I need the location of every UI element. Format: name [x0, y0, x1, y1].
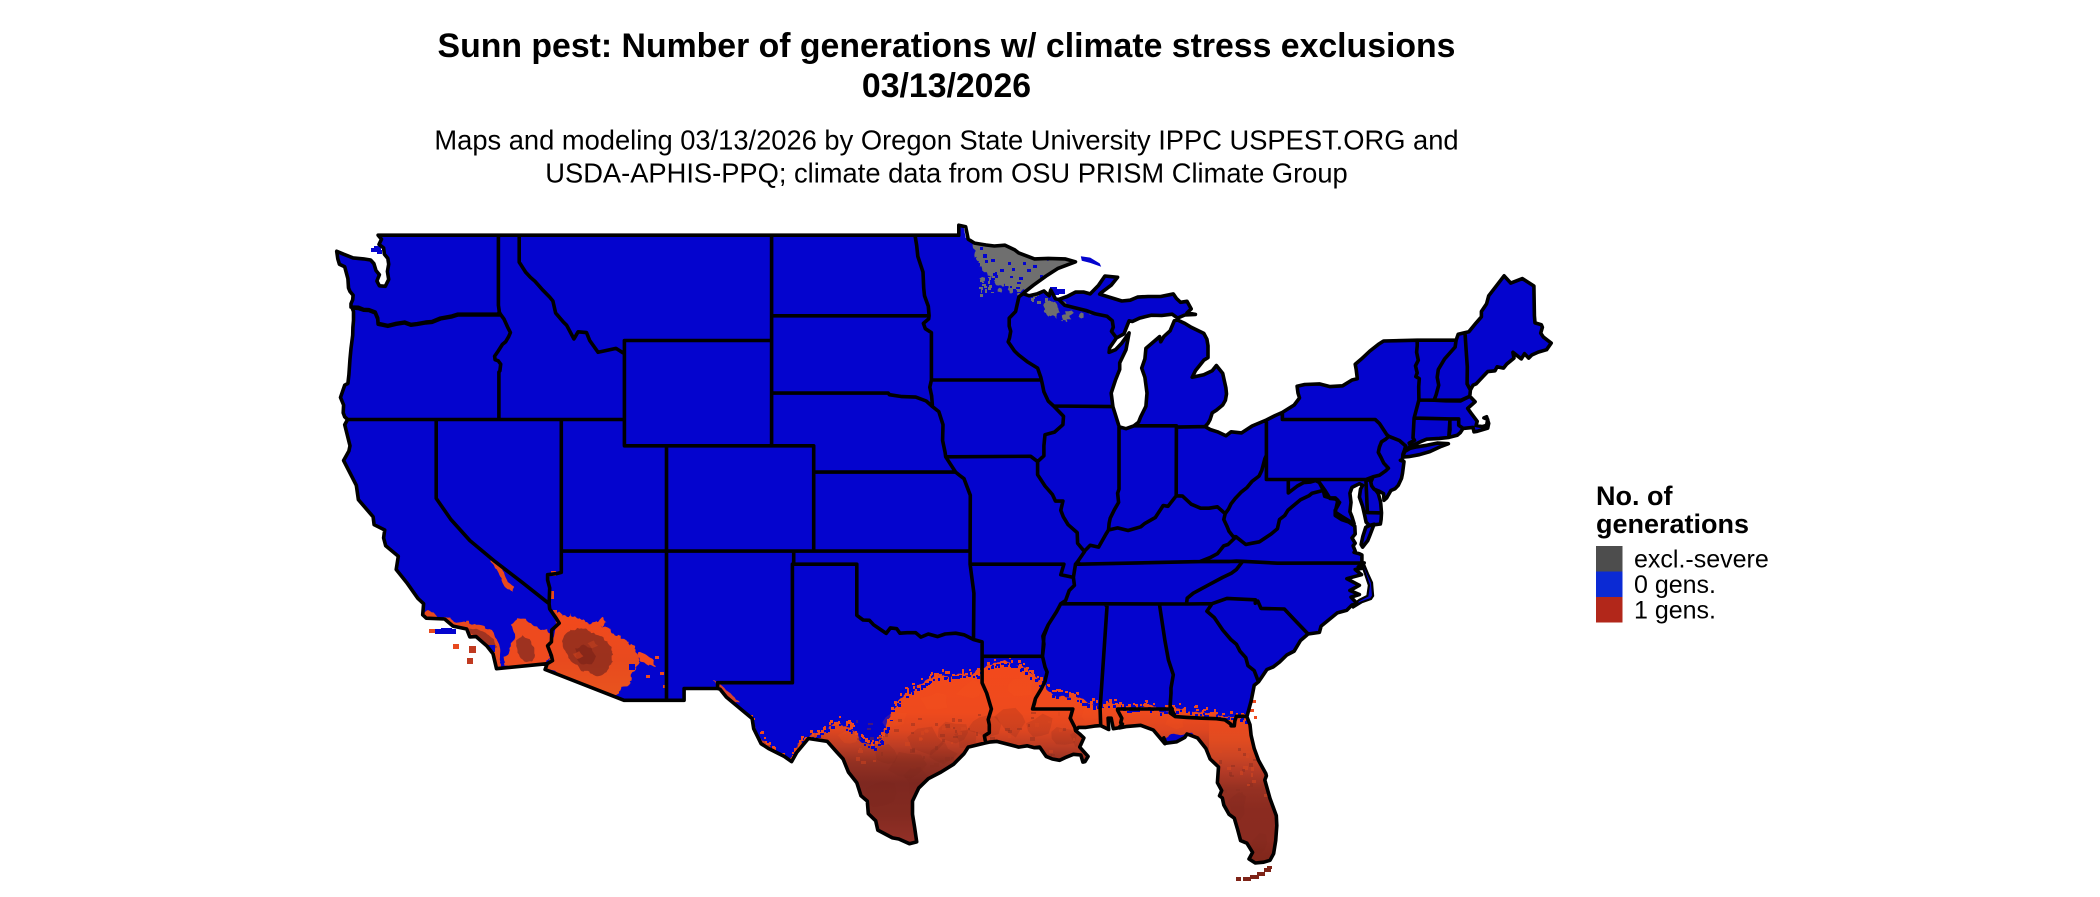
svg-text:excl.-severe: excl.-severe [1634, 546, 1769, 574]
svg-text:03/13/2026: 03/13/2026 [862, 67, 1031, 105]
svg-text:USDA-APHIS-PPQ; climate data f: USDA-APHIS-PPQ; climate data from OSU PR… [545, 158, 1347, 189]
svg-text:Sunn pest: Number of generatio: Sunn pest: Number of generations w/ clim… [438, 27, 1456, 65]
svg-text:generations: generations [1596, 509, 1749, 539]
svg-text:No. of: No. of [1596, 481, 1673, 511]
svg-text:Maps and modeling 03/13/2026 b: Maps and modeling 03/13/2026 by Oregon S… [434, 125, 1458, 156]
svg-text:0 gens.: 0 gens. [1634, 571, 1716, 599]
svg-text:1 gens.: 1 gens. [1634, 597, 1716, 625]
